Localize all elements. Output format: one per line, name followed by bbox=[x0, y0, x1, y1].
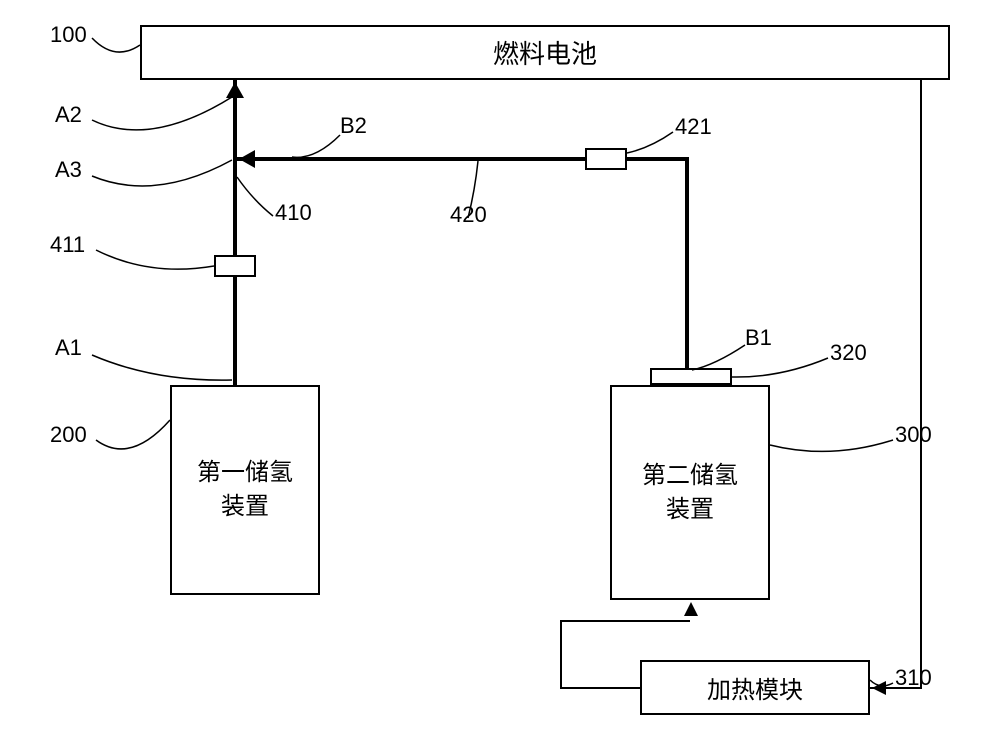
label-A3: A3 bbox=[55, 157, 82, 183]
ref-320: 320 bbox=[830, 340, 867, 366]
tank1-label-line1: 第一储氢 bbox=[197, 456, 293, 490]
arrow-heater bbox=[872, 681, 886, 695]
pipe-fc-heater-vert bbox=[920, 80, 922, 689]
fuel-cell-box: 燃料电池 bbox=[140, 25, 950, 80]
leader-lines bbox=[0, 0, 1000, 745]
ref-100: 100 bbox=[50, 22, 87, 48]
arrow-A2 bbox=[226, 82, 244, 98]
tank2-label-line2: 装置 bbox=[666, 493, 714, 527]
tank1-box: 第一储氢 装置 bbox=[170, 385, 320, 595]
ref-411: 411 bbox=[50, 232, 85, 258]
arrow-tank2 bbox=[684, 602, 698, 616]
valve-411 bbox=[214, 255, 256, 277]
label-B1: B1 bbox=[745, 325, 772, 351]
tank1-label-line2: 装置 bbox=[221, 490, 269, 524]
ref-200: 200 bbox=[50, 422, 87, 448]
valve-421 bbox=[585, 148, 627, 170]
arrow-B2 bbox=[239, 150, 255, 168]
ref-421: 421 bbox=[675, 114, 712, 140]
tank2-label-line1: 第二储氢 bbox=[642, 459, 738, 493]
pipe-heater-tank2-v bbox=[560, 620, 562, 689]
pipe-heater-tank2-h1 bbox=[560, 687, 640, 689]
ref-300: 300 bbox=[895, 422, 932, 448]
label-B2: B2 bbox=[340, 113, 367, 139]
heater-label: 加热模块 bbox=[707, 670, 803, 705]
cap-320 bbox=[650, 368, 732, 385]
fuel-cell-label: 燃料电池 bbox=[493, 34, 597, 71]
ref-310: 310 bbox=[895, 665, 932, 691]
label-A2: A2 bbox=[55, 102, 82, 128]
pipe-heater-tank2-h2 bbox=[560, 620, 690, 622]
heater-box: 加热模块 bbox=[640, 660, 870, 715]
pipe-420-vertical bbox=[685, 157, 689, 369]
ref-410: 410 bbox=[275, 200, 312, 226]
ref-420: 420 bbox=[450, 202, 487, 228]
tank2-box: 第二储氢 装置 bbox=[610, 385, 770, 600]
pipe-410-vertical bbox=[233, 80, 237, 385]
label-A1: A1 bbox=[55, 335, 82, 361]
